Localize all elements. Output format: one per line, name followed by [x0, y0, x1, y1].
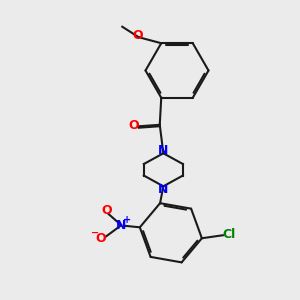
Text: +: +: [123, 215, 131, 225]
Text: O: O: [101, 204, 112, 217]
Text: N: N: [158, 144, 169, 158]
Text: N: N: [158, 183, 169, 196]
Text: N: N: [116, 219, 126, 232]
Text: O: O: [128, 119, 139, 132]
Text: O: O: [95, 232, 106, 245]
Text: O: O: [132, 29, 142, 42]
Text: Cl: Cl: [223, 228, 236, 241]
Text: −: −: [91, 228, 99, 238]
